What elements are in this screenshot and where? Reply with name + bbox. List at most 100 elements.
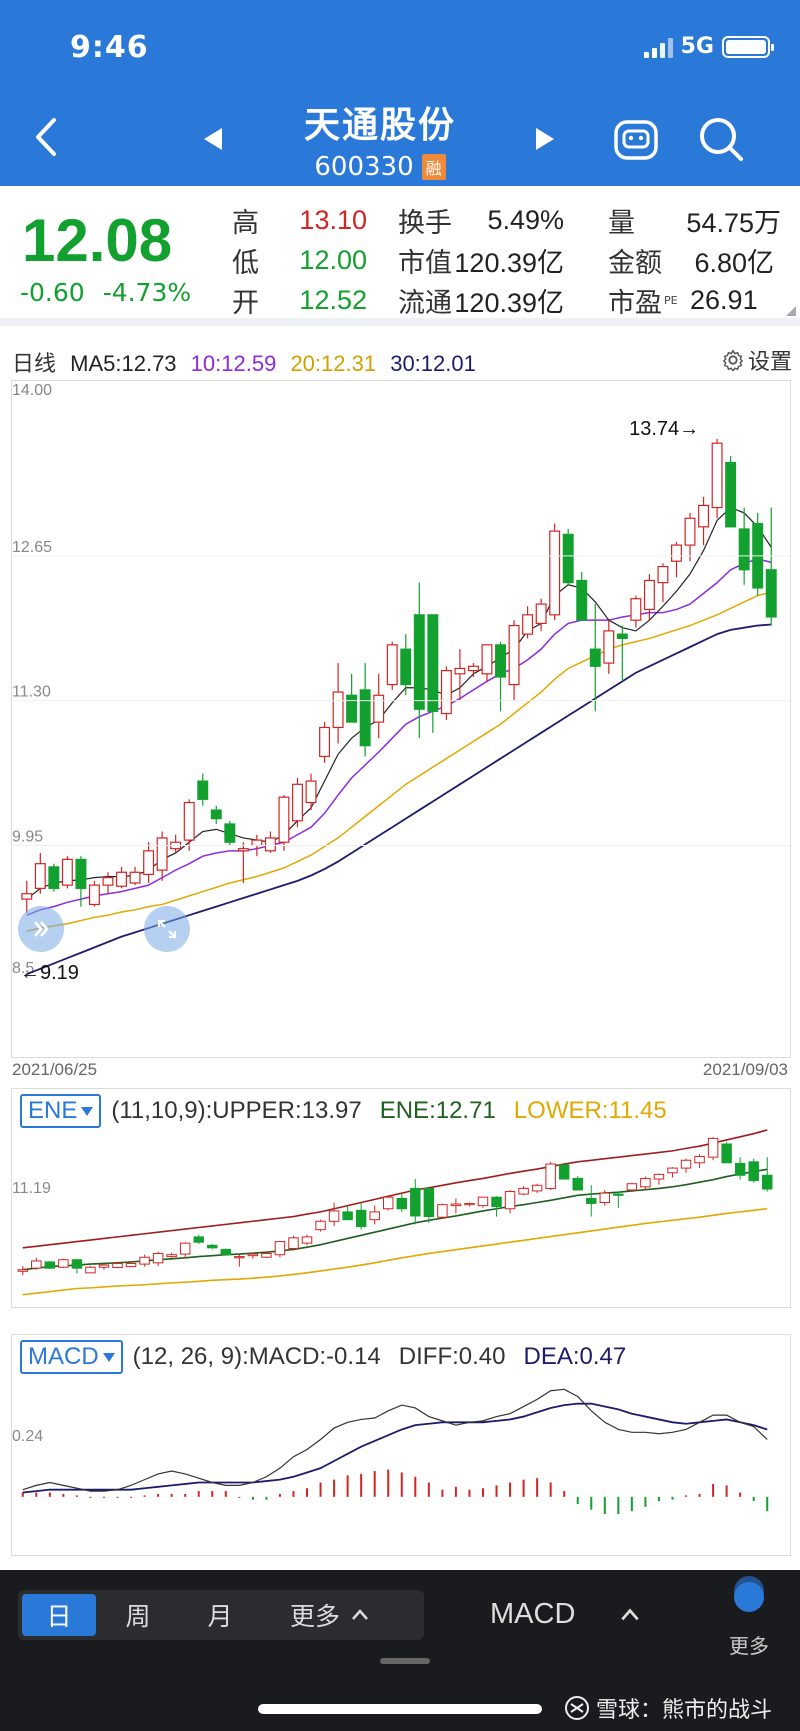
ene-candle-body (288, 1237, 299, 1249)
period-more[interactable]: 更多 (260, 1594, 400, 1636)
candle-body (48, 866, 60, 889)
candle-body (616, 633, 628, 640)
ma-legend: 日线 MA5:12.73 10:12.59 20:12.31 30:12.01 (12, 346, 484, 378)
candle-body (143, 850, 155, 876)
ene-candle-body (342, 1211, 353, 1221)
search-icon[interactable] (696, 114, 746, 164)
ene-candle-body (572, 1177, 583, 1191)
settings-button[interactable]: 设置 (722, 344, 792, 376)
low-label: 低 (232, 247, 259, 279)
candle-body (454, 667, 466, 675)
ene-panel[interactable]: 11.19 (11, 1088, 791, 1308)
gear-icon (722, 349, 744, 371)
candle-body (535, 603, 547, 625)
ene-candle-body (274, 1241, 286, 1256)
main-chart-panel[interactable]: 14.00 12.65 11.30 9.95 8.5 13.74→ ←9.19 (11, 380, 791, 1058)
chart-area: 日线 MA5:12.73 10:12.59 20:12.31 30:12.01 … (0, 334, 800, 1570)
ene-lower-line (22, 1207, 768, 1296)
candle-body (251, 839, 263, 847)
candle-body (589, 648, 601, 667)
stock-title: 天通股份 600330 融 (250, 96, 510, 182)
date-end: 2021/09/03 (702, 1060, 788, 1079)
candle-body (725, 461, 737, 528)
current-price: 12.08 (22, 207, 173, 274)
next-stock-button[interactable] (528, 122, 562, 156)
ene-y-tick: 11.19 (12, 1180, 51, 1197)
ene-candle-body (17, 1269, 29, 1272)
period-month[interactable]: 月 (207, 1602, 233, 1631)
back-button[interactable] (26, 112, 66, 162)
period-week[interactable]: 周 (125, 1602, 151, 1631)
ene-candle-body (220, 1248, 232, 1256)
indicator-label: MACD (490, 1598, 576, 1630)
candle-body (278, 796, 290, 843)
stock-code: 600330 (314, 152, 414, 182)
amount-label: 金额 (608, 247, 662, 279)
candle-body (643, 579, 655, 611)
drag-handle[interactable] (380, 1658, 430, 1664)
expand-corner-icon[interactable] (786, 306, 796, 316)
fullscreen-button[interactable] (144, 906, 190, 952)
macd-params: (12, 26, 9):MACD:-0.14 (132, 1343, 381, 1370)
ma30-label: 30:12.01 (390, 351, 476, 376)
ene-candle-body (626, 1183, 638, 1191)
high-value: 13.10 (299, 204, 367, 235)
prev-stock-button[interactable] (196, 122, 230, 156)
expand-icon (157, 919, 177, 939)
candle-body (116, 871, 127, 887)
high-marker: 13.74→ (629, 418, 699, 440)
pe-value: 26.91 (690, 284, 758, 315)
candle-body (495, 644, 506, 678)
xueqiu-logo-icon (564, 1696, 589, 1720)
ene-candle-body (734, 1162, 746, 1176)
ene-candle-body (125, 1262, 137, 1268)
ene-value: ENE:12.71 (379, 1097, 496, 1124)
candle-body (671, 544, 682, 562)
ene-candle-body (98, 1264, 110, 1268)
more-button[interactable]: 更多 (726, 1582, 772, 1659)
ene-params: (11,10,9):UPPER:13.97 (111, 1097, 362, 1124)
pe-label: 市盈 (608, 287, 662, 319)
float-label: 流通 (398, 287, 452, 319)
y-tick-label: 11.30 (12, 684, 51, 701)
macd-select-button[interactable]: MACD (20, 1340, 123, 1374)
signal-icon (643, 36, 673, 58)
macd-chart[interactable]: 0.24 (12, 1335, 790, 1555)
ene-candle-body (44, 1261, 56, 1269)
ene-candle-body (761, 1174, 773, 1190)
price-change-pct: -4.73% (102, 278, 192, 307)
ene-candle-body (613, 1193, 624, 1196)
watermark-text: 雪球：熊市的战斗 (595, 1698, 772, 1723)
candle-body (440, 670, 452, 715)
ene-candle-body (694, 1156, 705, 1164)
ene-candle-body (477, 1196, 489, 1207)
macd-panel[interactable]: 0.24 (11, 1334, 791, 1556)
low-value: 12.00 (299, 244, 367, 275)
ma20-line (26, 591, 772, 933)
candle-body (34, 863, 46, 889)
ene-candle-body (301, 1236, 313, 1244)
ene-chart[interactable]: 11.19 (12, 1089, 790, 1307)
macd-dea: DEA:0.47 (523, 1343, 627, 1370)
expand-left-button[interactable] (18, 906, 64, 952)
ene-candle-body (437, 1204, 448, 1218)
home-indicator[interactable] (258, 1704, 542, 1714)
open-value: 12.52 (299, 284, 367, 315)
candle-body (156, 837, 168, 871)
more-dot-icon (734, 1582, 764, 1612)
ene-candle-body (261, 1252, 272, 1258)
period-day[interactable]: 日 (22, 1594, 96, 1636)
candle-body (210, 809, 222, 820)
mktcap-label: 市值 (398, 247, 452, 279)
candle-body (183, 801, 195, 841)
candle-body (386, 644, 398, 686)
macd-header: MACD (12, 26, 9):MACD:-0.14 DIFF:0.40 DE… (20, 1340, 644, 1374)
candle-body (630, 598, 642, 621)
indicator-selector[interactable]: MACD (490, 1598, 641, 1631)
ene-candle-body (355, 1209, 367, 1228)
robot-icon[interactable] (612, 116, 660, 164)
ene-select-button[interactable]: ENE (20, 1094, 102, 1128)
ma20-label: 20:12.31 (290, 351, 377, 376)
candle-body (319, 726, 331, 758)
